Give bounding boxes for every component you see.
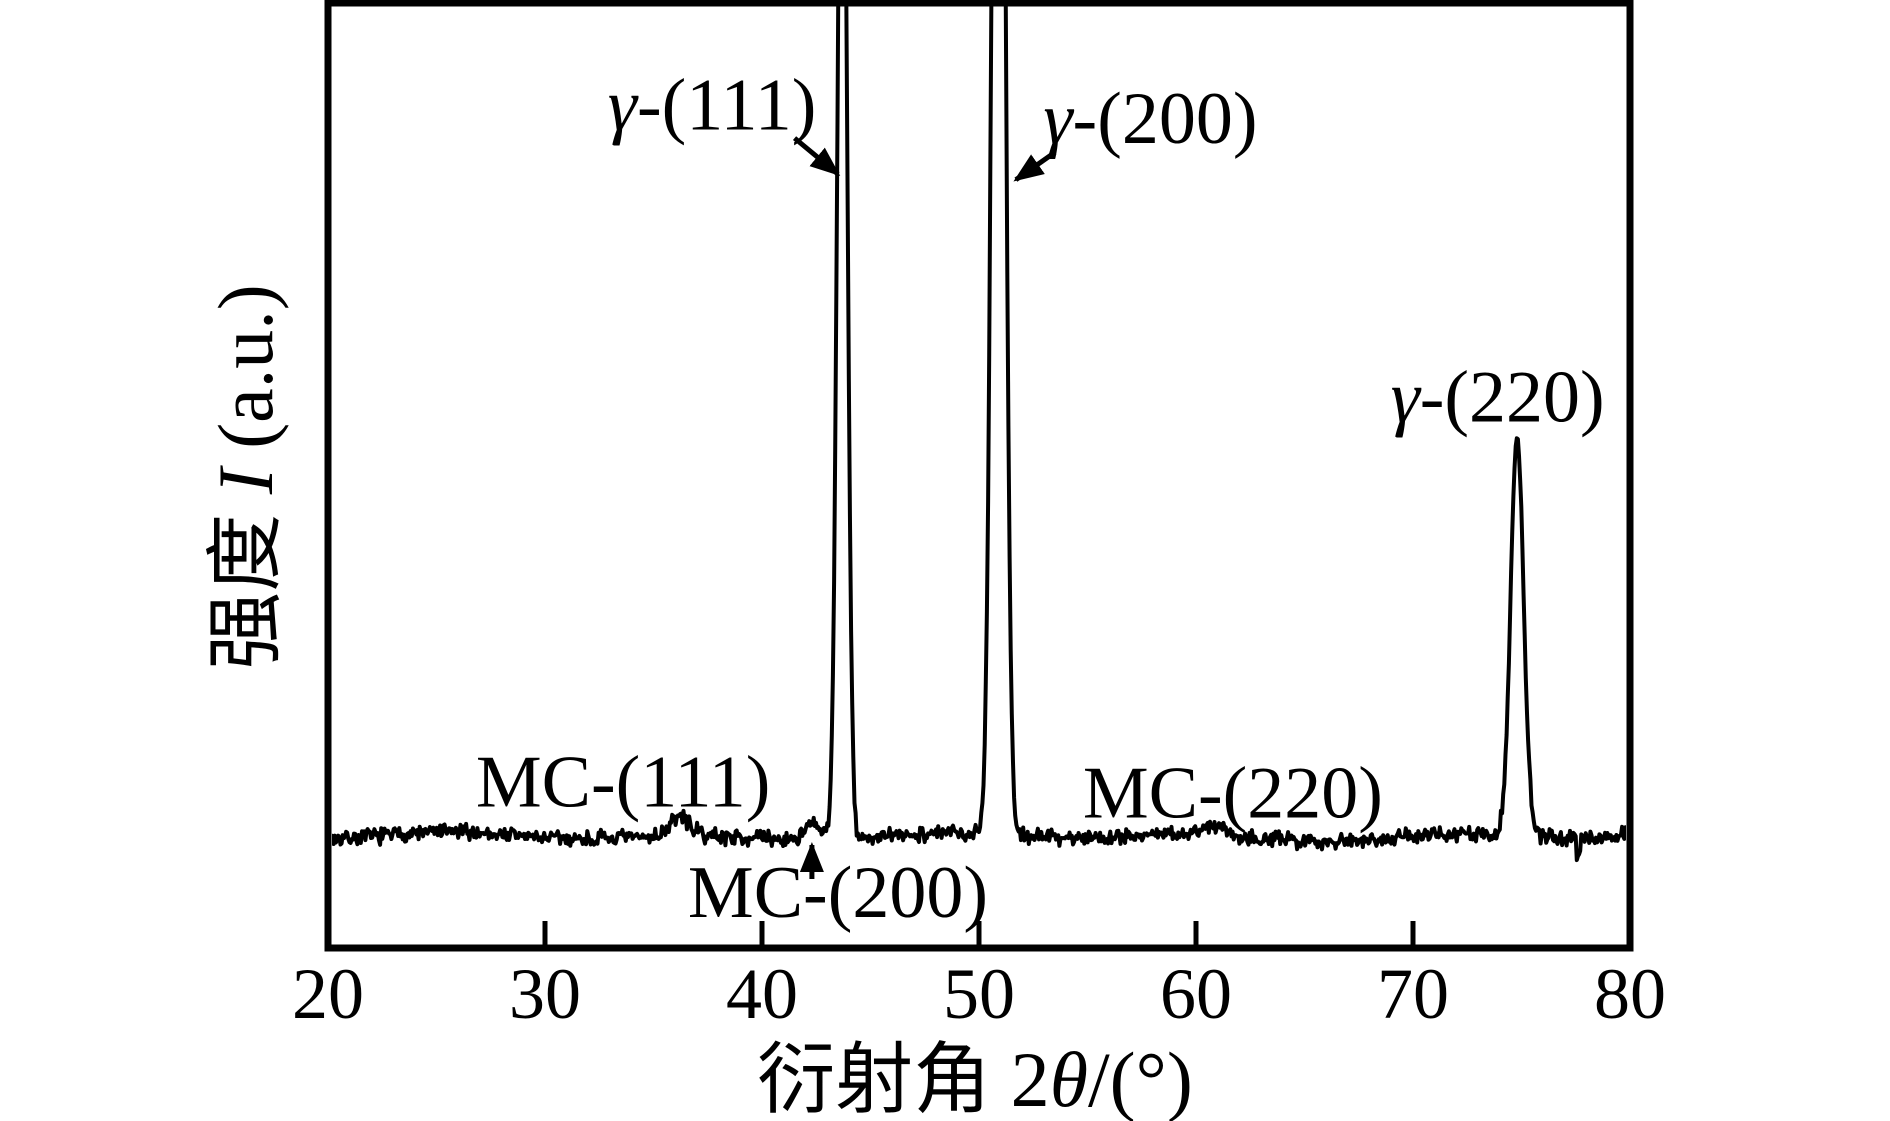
peak-label: γ-(111)	[608, 65, 817, 147]
peak-label: γ-(220)	[1391, 357, 1605, 439]
y-axis-label: 强度 I (a.u.)	[202, 284, 289, 670]
x-tick-label: 60	[1160, 954, 1232, 1034]
peak-label: MC-(111)	[476, 741, 771, 823]
x-tick-label: 80	[1594, 954, 1666, 1034]
x-tick-label: 50	[943, 954, 1015, 1034]
x-tick-label: 40	[726, 954, 798, 1034]
peak-label: MC-(220)	[1083, 753, 1383, 835]
peak-label: MC-(200)	[688, 852, 988, 934]
x-axis-label: 衍射角 2θ/(°)	[757, 1036, 1193, 1121]
x-tick-label: 70	[1377, 954, 1449, 1034]
annotation-arrow	[1013, 150, 1057, 182]
peak-label: γ-(200)	[1043, 78, 1257, 160]
x-tick-label: 20	[292, 954, 364, 1034]
annotation-arrow	[792, 136, 841, 176]
x-axis-ticks	[325, 921, 1633, 947]
peak-annotations: γ-(111) γ-(200) γ-(220) MC-(111) MC-(200) MC-…	[476, 65, 1605, 934]
x-axis-tick-labels: 20 30 40 50 60 70 80	[292, 954, 1666, 1034]
xrd-trace	[332, 4, 1626, 863]
x-tick-label: 30	[509, 954, 581, 1034]
plot-border	[324, 0, 1634, 952]
